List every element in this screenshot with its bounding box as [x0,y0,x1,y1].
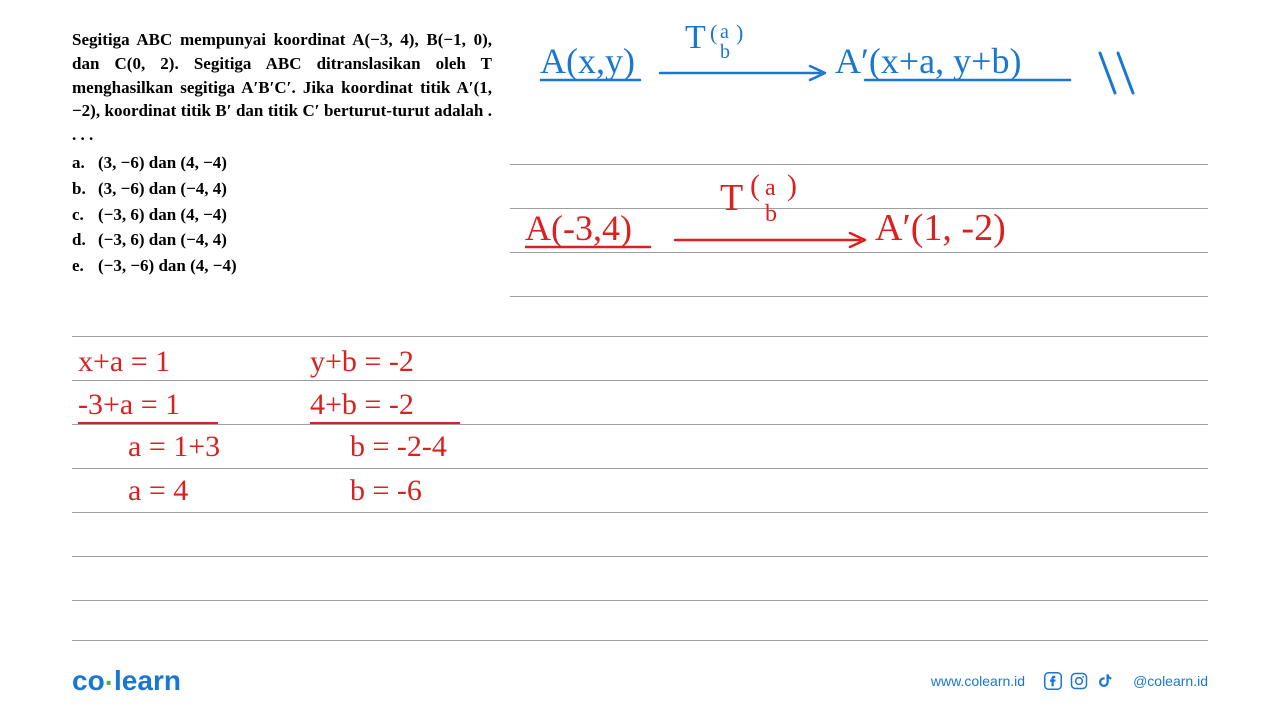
ruled-line [72,468,1208,469]
footer-handle: @colearn.id [1133,673,1208,689]
instagram-icon [1069,671,1089,691]
hw-eq-left-2: -3+a = 1 [78,388,180,422]
logo-co: co [72,665,105,696]
option-a: a.(3, −6) dan (4, −4) [72,151,492,175]
hw-eq-right-2: 4+b = -2 [310,388,414,422]
svg-text:b: b [720,41,730,63]
hw-eq-left-1: x+a = 1 [78,345,170,379]
ruled-line [72,640,1208,641]
svg-text:a: a [765,175,776,201]
footer-url: www.colearn.id [931,673,1025,689]
ruled-line [72,556,1208,557]
question-body: Segitiga ABC mempunyai koordinat A(−3, 4… [72,28,492,147]
hw-underline [78,422,218,424]
svg-text:A′(1, -2): A′(1, -2) [875,207,1006,249]
hw-eq-right-3: b = -2-4 [350,430,447,464]
option-d: d.(−3, 6) dan (−4, 4) [72,228,492,252]
svg-text:b: b [765,201,777,227]
svg-text:T: T [685,19,706,56]
ruled-line [72,380,1208,381]
option-e: e.(−3, −6) dan (4, −4) [72,254,492,278]
ruled-line [72,336,1208,337]
hw-formula-red: A(-3,4) T ( a b ) A′(1, -2) [525,165,1145,270]
problem-text: Segitiga ABC mempunyai koordinat A(−3, 4… [72,28,492,280]
logo-dot: · [105,667,114,699]
svg-text:a: a [720,21,729,43]
svg-text:(: ( [710,20,717,45]
hw-eq-left-4: a = 4 [128,474,188,508]
svg-text:A′(x+a, y+b): A′(x+a, y+b) [835,41,1021,81]
svg-text:A(x,y): A(x,y) [540,41,635,81]
social-icons [1043,671,1115,691]
option-c: c.(−3, 6) dan (4, −4) [72,203,492,227]
footer-right: www.colearn.id @colearn.id [931,671,1208,691]
ruled-line-short [510,296,1208,297]
facebook-icon [1043,671,1063,691]
svg-text:): ) [736,20,743,45]
options-list: a.(3, −6) dan (4, −4) b.(3, −6) dan (−4,… [72,151,492,278]
ruled-line [72,512,1208,513]
ruled-line [72,424,1208,425]
svg-text:): ) [787,169,797,202]
tiktok-icon [1095,671,1115,691]
hw-eq-right-1: y+b = -2 [310,345,414,379]
footer: co·learn www.colearn.id @colearn.id [72,666,1208,696]
logo: co·learn [72,665,181,697]
svg-text:(: ( [750,169,760,202]
hw-formula-blue: A(x,y) T ( a b ) A′(x+a, y+b) [540,18,1200,113]
ruled-line [72,600,1208,601]
svg-text:A(-3,4): A(-3,4) [525,208,632,248]
logo-learn: learn [114,665,181,696]
svg-text:T: T [720,177,743,219]
option-b: b.(3, −6) dan (−4, 4) [72,177,492,201]
hw-eq-left-3: a = 1+3 [128,430,220,464]
hw-eq-right-4: b = -6 [350,474,422,508]
hw-underline-2 [310,422,460,424]
